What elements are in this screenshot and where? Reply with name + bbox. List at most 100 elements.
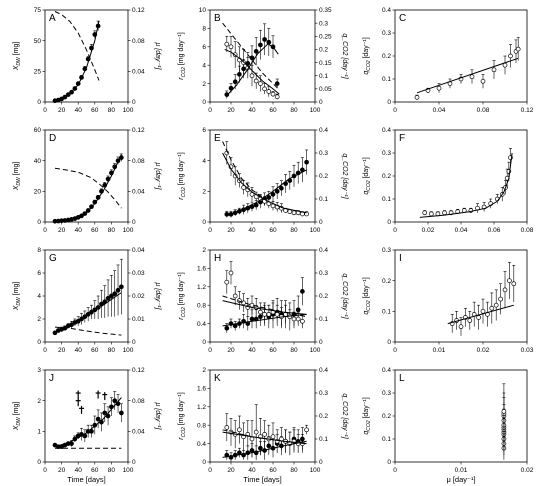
data-point [224, 279, 230, 285]
y-tick-label: 0.3 [382, 150, 391, 157]
data-point [253, 49, 259, 54]
y-tick-label: 0.1 [382, 436, 391, 443]
y-tick-label: 0.3 [382, 247, 391, 254]
fit-line [54, 20, 100, 102]
panel-letter: F [399, 133, 405, 144]
data-point [270, 192, 276, 197]
x-tick-label: 40 [248, 467, 256, 474]
x-tick-label: 0.01 [433, 347, 446, 354]
y2-tick-label: 0.1 [319, 196, 328, 203]
data-point [262, 312, 267, 317]
x-tick-label: 80 [290, 467, 298, 474]
x-tick-label: 0.02 [477, 347, 490, 354]
fit-line [54, 397, 122, 448]
y-tick-label: 0.3 [382, 30, 391, 37]
x-axis-label: μ [day⁻¹] [446, 475, 475, 484]
plot-frame [44, 369, 129, 463]
x-tick-label: 60 [269, 227, 277, 234]
y-tick-label: 4 [202, 62, 206, 69]
y-axis-label-unit: [day⁻¹] [363, 157, 370, 180]
y2-tick-label: 0.1 [319, 316, 328, 323]
y2-tick-label: 0.25 [319, 33, 332, 40]
y-axis-label-unit: [day⁻¹] [363, 37, 370, 60]
y-axis-label: XDW [mg] [13, 162, 22, 192]
y-axis-label-symbol: X [13, 65, 20, 71]
data-point [115, 287, 121, 293]
series-qco2-vs-mu [414, 37, 521, 100]
data-point [258, 309, 263, 315]
y-tick-label: 0 [37, 339, 41, 346]
y-axis-label-symbol: X [13, 425, 20, 431]
y-tick-label: 1.2 [197, 284, 206, 291]
panel-letter: G [49, 253, 57, 264]
y-tick-label: 8 [37, 247, 41, 254]
y-axis-label-subscript: CO2 [366, 60, 372, 71]
data-point [467, 318, 473, 323]
data-point [458, 324, 464, 330]
panel-letter: I [399, 253, 402, 264]
y-tick-label: 0.2 [382, 278, 391, 285]
data-point [253, 429, 259, 435]
fit-line [54, 154, 122, 222]
y-axis-label-unit: [mg day⁻¹] [178, 32, 185, 67]
y-axis-label-unit: [mg day⁻¹] [178, 392, 185, 427]
y-tick-label: 0 [202, 339, 206, 346]
fit-line [222, 313, 307, 327]
data-point [228, 270, 234, 276]
series-rco2-fit [226, 169, 307, 217]
y-tick-label: 0.4 [197, 321, 206, 328]
y-axis-label-unit: [mg] [13, 42, 20, 58]
series-biomass-fit [54, 154, 122, 222]
x-tick-label: 60 [91, 347, 99, 354]
data-point [291, 316, 297, 322]
y-axis-label-unit: [mg] [13, 402, 20, 418]
series-rco2-fit [222, 313, 307, 327]
x-tick-label: 100 [123, 107, 134, 114]
x-tick-label: 0 [208, 467, 212, 474]
x-tick-label: 0 [393, 347, 397, 354]
y2-tick-label: 0.2 [319, 413, 328, 420]
plot-frame [394, 9, 528, 103]
y2-axis-label: q_CO2 [day⁻¹] [341, 33, 348, 79]
data-point [270, 434, 276, 440]
fit-line [419, 152, 513, 218]
y-tick-label: 1 [37, 429, 41, 436]
data-point [489, 305, 495, 311]
data-point [119, 410, 124, 416]
data-point [52, 330, 58, 336]
x-tick-label: 20 [227, 107, 235, 114]
x-tick-label: 0 [393, 107, 397, 114]
y2-tick-label: 0.3 [319, 20, 328, 27]
y2-tick-label: 0.4 [319, 127, 328, 134]
y-tick-label: 2 [202, 81, 206, 88]
x-tick-label: 0.06 [488, 227, 501, 234]
series-rco2-fit [222, 440, 307, 458]
data-point [511, 281, 517, 287]
y-axis-label: XDW [mg] [13, 402, 22, 432]
y2-tick-label: 0 [132, 99, 136, 106]
x-tick-label: 20 [58, 467, 66, 474]
x-tick-label: 0 [208, 107, 212, 114]
data-point [232, 293, 238, 299]
fit-line [222, 152, 307, 214]
x-tick-label: 60 [91, 227, 99, 234]
fit-line [222, 295, 307, 318]
y-axis-label-symbol: r [178, 437, 185, 440]
y-tick-label: 2 [202, 367, 206, 374]
panel-b: 0 20 40 60 80 100024681000.050.10.150.20.250.… [178, 7, 348, 114]
data-point [262, 37, 267, 42]
series-qco2-vs-mu [501, 383, 507, 460]
y2-tick-label: 0.1 [319, 436, 328, 443]
panel-i: 0 0.01 0.02 0.03 0 0.1 0.2 0.3 qCO2 [day⁻¹] I [363, 247, 534, 354]
y-tick-label: 0.1 [382, 196, 391, 203]
plot-frame [44, 129, 129, 223]
data-point [422, 210, 428, 216]
panel-letter: K [214, 373, 221, 384]
y-tick-label: 4 [202, 158, 206, 165]
x-tick-label: 0.12 [521, 107, 534, 114]
x-axis-label: Time [days] [243, 475, 281, 484]
x-tick-label: 40 [75, 107, 83, 114]
